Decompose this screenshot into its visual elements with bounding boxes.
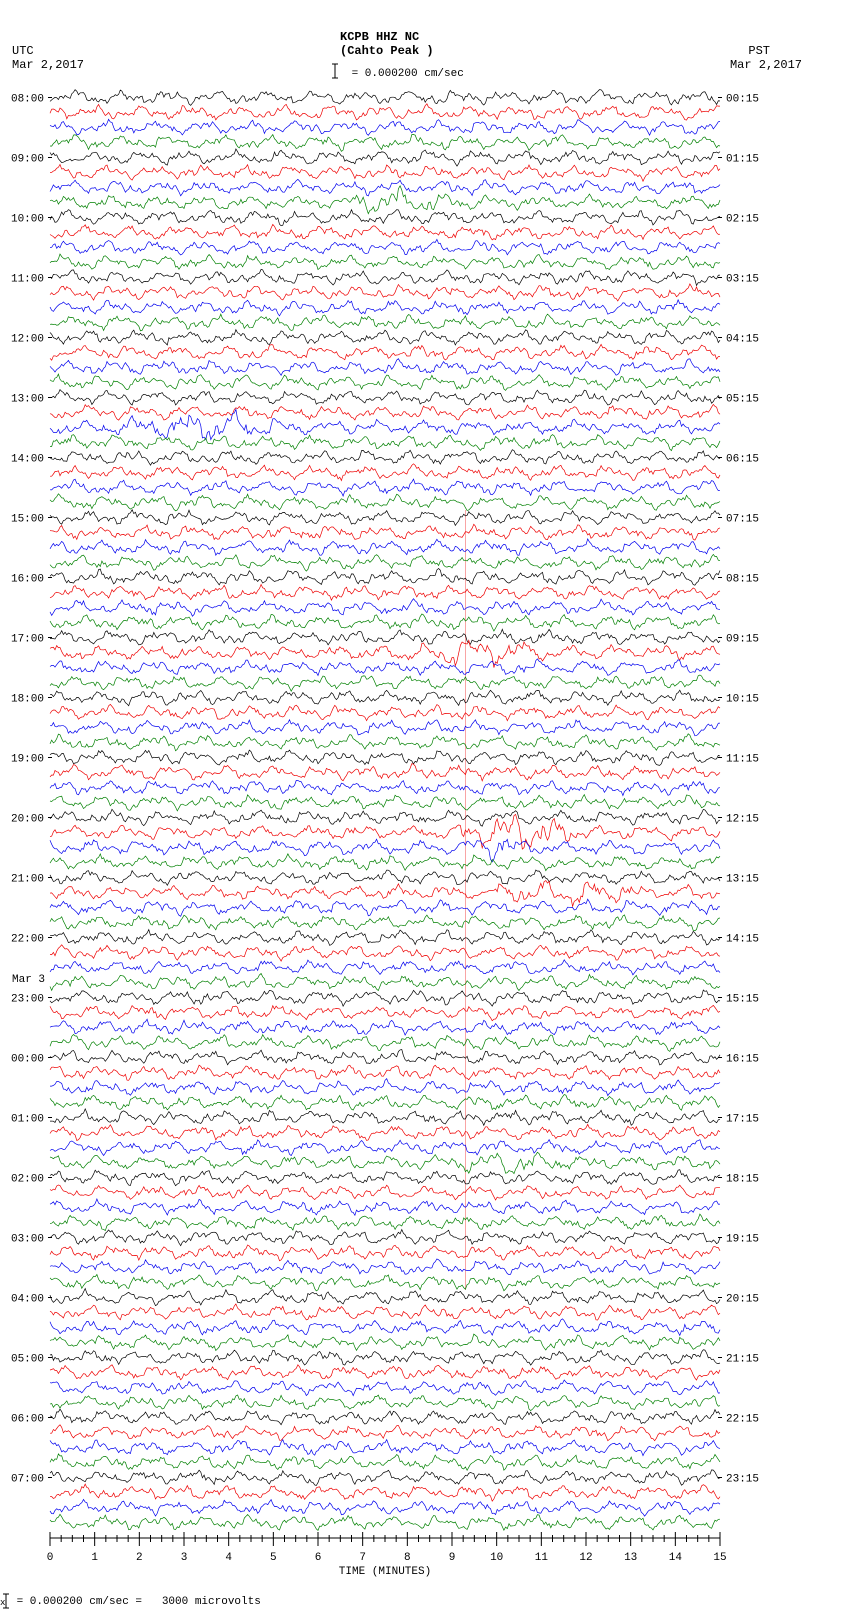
utc-time-label: 05:00 [11,1354,44,1366]
utc-time-label: 08:00 [11,94,44,106]
utc-time-label: 02:00 [11,1174,44,1186]
xaxis-tick-label: 4 [225,1552,232,1564]
pst-time-label: 18:15 [726,1174,759,1186]
utc-time-label: 17:00 [11,634,44,646]
svg-text:x: x [0,1598,5,1608]
xaxis-tick-label: 14 [669,1552,683,1564]
utc-time-label: 19:00 [11,754,44,766]
utc-time-label: 04:00 [11,1294,44,1306]
pst-time-label: 08:15 [726,574,759,586]
utc-time-label: 16:00 [11,574,44,586]
xaxis-tick-label: 13 [624,1552,637,1564]
utc-time-label: 12:00 [11,334,44,346]
xaxis-tick-label: 3 [181,1552,188,1564]
pst-time-label: 10:15 [726,694,759,706]
pst-time-label: 07:15 [726,514,759,526]
utc-time-label: 13:00 [11,394,44,406]
utc-time-label: 22:00 [11,934,44,946]
utc-time-label: 09:00 [11,154,44,166]
xaxis-tick-label: 10 [490,1552,503,1564]
pst-time-label: 20:15 [726,1294,759,1306]
xaxis-title: TIME (MINUTES) [339,1566,431,1578]
utc-time-label: 07:00 [11,1474,44,1486]
pst-time-label: 00:15 [726,94,759,106]
pst-time-label: 06:15 [726,454,759,466]
pst-time-label: 05:15 [726,394,759,406]
utc-time-label: 15:00 [11,514,44,526]
utc-time-label: 03:00 [11,1234,44,1246]
footer-scale-note: = 0.000200 cm/sec = 3000 microvolts [10,1596,261,1608]
xaxis-tick-label: 7 [359,1552,366,1564]
xaxis-tick-label: 0 [47,1552,54,1564]
xaxis-tick-label: 1 [91,1552,98,1564]
utc-time-label: 14:00 [11,454,44,466]
pst-time-label: 12:15 [726,814,759,826]
pst-time-label: 09:15 [726,634,759,646]
xaxis-tick-label: 15 [713,1552,726,1564]
pst-time-label: 17:15 [726,1114,759,1126]
xaxis-tick-label: 8 [404,1552,411,1564]
pst-time-label: 14:15 [726,934,759,946]
xaxis-tick-label: 5 [270,1552,277,1564]
pst-time-label: 11:15 [726,754,759,766]
pst-time-label: 15:15 [726,994,759,1006]
pst-time-label: 16:15 [726,1054,759,1066]
seismogram-svg: x 08:00 00:15 09:00 01:15 10:00 02:15 11:00 03:1… [0,0,850,1613]
utc-time-label: 01:00 [11,1114,44,1126]
utc-time-label: 10:00 [11,214,44,226]
xaxis-tick-label: 9 [449,1552,456,1564]
pst-time-label: 04:15 [726,334,759,346]
utc-time-label: 11:00 [11,274,44,286]
pst-time-label: 22:15 [726,1414,759,1426]
pst-time-label: 01:15 [726,154,759,166]
pst-time-label: 21:15 [726,1354,759,1366]
xaxis-tick-label: 6 [315,1552,322,1564]
pst-time-label: 02:15 [726,214,759,226]
seismogram-container: KCPB HHZ NC (Cahto Peak ) UTC Mar 2,2017… [0,0,850,1613]
utc-time-label: 23:00 [11,994,44,1006]
utc-time-label: 20:00 [11,814,44,826]
utc-time-label: 18:00 [11,694,44,706]
utc-time-label: 21:00 [11,874,44,886]
xaxis-tick-label: 11 [535,1552,549,1564]
utc-time-label: 06:00 [11,1414,44,1426]
pst-time-label: 03:15 [726,274,759,286]
pst-time-label: 19:15 [726,1234,759,1246]
xaxis-tick-label: 12 [579,1552,592,1564]
xaxis-tick-label: 2 [136,1552,143,1564]
pst-time-label: 13:15 [726,874,759,886]
utc-time-label: 00:00 [11,1054,44,1066]
pst-time-label: 23:15 [726,1474,759,1486]
